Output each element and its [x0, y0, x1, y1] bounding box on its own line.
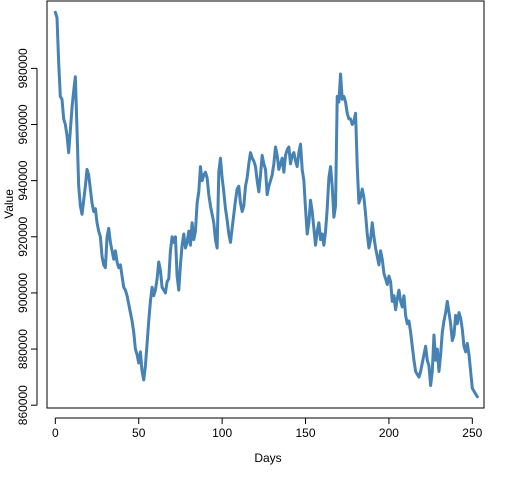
y-tick-label: 980000 — [16, 48, 30, 88]
y-axis: 860000 880000 900000 920000 940000 960000 9800… — [16, 48, 38, 425]
x-axis-label: Days — [254, 451, 281, 465]
x-tick-label: 0 — [52, 426, 59, 440]
y-tick-label: 900000 — [16, 273, 30, 313]
y-tick-label: 960000 — [16, 104, 30, 144]
x-tick-label: 150 — [296, 426, 316, 440]
x-tick-label: 100 — [212, 426, 232, 440]
plot-frame — [46, 0, 485, 409]
x-tick-label: 200 — [379, 426, 399, 440]
x-tick-label: 250 — [462, 426, 482, 440]
y-tick-label: 920000 — [16, 216, 30, 256]
y-tick-label: 940000 — [16, 160, 30, 200]
x-axis: 0 50 100 150 200 250 — [52, 417, 483, 440]
series-line — [53, 10, 479, 399]
y-tick-label: 880000 — [16, 329, 30, 369]
x-tick-label: 50 — [132, 426, 146, 440]
y-axis-label: Value — [2, 189, 16, 219]
y-tick-label: 860000 — [16, 385, 30, 425]
